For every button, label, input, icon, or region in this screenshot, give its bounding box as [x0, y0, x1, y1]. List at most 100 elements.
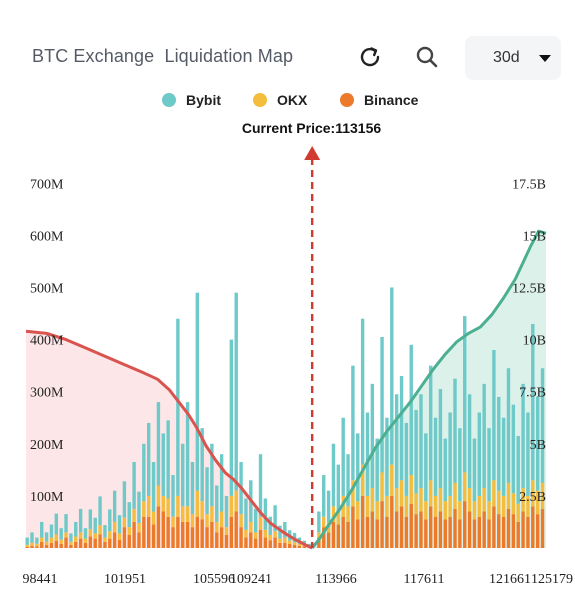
bar-segment-okx [448, 495, 452, 517]
bar-segment-bybit [166, 420, 170, 499]
bar-segment-bybit [482, 383, 486, 489]
bar-segment-binance [78, 538, 83, 548]
bar-segment-binance [263, 537, 268, 548]
bar-segment-binance [234, 511, 238, 548]
left-axis-tick-label: 700M [30, 177, 64, 192]
bar-segment-okx [317, 532, 321, 538]
bar-segment-binance [482, 511, 486, 548]
bar-segment-binance [477, 516, 482, 548]
bar-segment-okx [103, 537, 107, 542]
bar-segment-bybit [360, 318, 365, 465]
bar-segment-binance [472, 519, 477, 548]
bar-segment-binance [117, 539, 122, 548]
bar-segment-binance [35, 546, 39, 548]
bar-segment-bybit [511, 404, 516, 494]
bar-segment-bybit [433, 417, 438, 496]
bar-segment-binance [273, 537, 277, 548]
bar-segment-binance [166, 516, 170, 548]
x-axis-tick-label: 113966 [315, 572, 356, 587]
bar-segment-binance [195, 516, 200, 548]
bar-segment-okx [370, 488, 375, 512]
bar-segment-binance [59, 543, 63, 548]
bar-segment-bybit [263, 498, 268, 530]
legend-label-binance: Binance [364, 92, 419, 108]
search-button[interactable] [410, 40, 444, 74]
short-cumulative-line [25, 329, 313, 550]
bar-segment-binance [424, 519, 428, 548]
legend-item-bybit[interactable]: Bybit [162, 92, 221, 108]
bar-segment-okx [351, 480, 355, 507]
bar-segment-okx [137, 522, 141, 533]
liquidation-chart: 700M 600M 500M 400M 300M 200M 100M 17.5B 15B 12.… [23, 146, 573, 587]
bar-segment-bybit [458, 428, 462, 502]
bar-segment-bybit [346, 454, 350, 507]
bar-segment-bybit [147, 422, 151, 496]
bar-segment-okx [283, 537, 287, 543]
bar-segment-okx [399, 480, 404, 507]
bar-segment-okx [404, 495, 409, 517]
bar-segment-bybit [540, 368, 545, 483]
bar-segment-okx [166, 498, 170, 517]
x-axis-tick-label: 101951 [104, 572, 146, 587]
bar-segment-okx [268, 534, 272, 541]
legend-item-binance[interactable]: Binance [340, 92, 418, 108]
bar-segment-okx [511, 493, 516, 515]
bar-segment-bybit [83, 528, 88, 539]
bar-segment-bybit [103, 525, 107, 538]
bar-segment-bybit [331, 443, 336, 507]
bar-segment-bybit [521, 383, 525, 489]
x-axis-tick-label: 98441 [23, 572, 58, 587]
bar-segment-bybit [215, 485, 219, 522]
bar-segment-binance [535, 514, 540, 548]
bar-segment-okx [59, 539, 63, 544]
bar-segment-bybit [161, 433, 165, 496]
bar-segment-okx [433, 495, 438, 517]
bar-segment-okx [25, 544, 29, 547]
bar-segment-binance [390, 495, 394, 548]
bar-segment-okx [263, 529, 268, 538]
time-range-select[interactable]: 30d [465, 36, 561, 80]
bar-segment-bybit [132, 462, 136, 509]
bar-segment-binance [185, 521, 190, 548]
bar-segment-bybit [234, 292, 238, 491]
bar-segment-okx [322, 516, 326, 528]
bar-segment-binance [409, 503, 413, 548]
bar-segment-okx [497, 490, 501, 515]
bar-segment-binance [336, 524, 341, 548]
bar-segment-binance [322, 527, 326, 548]
refresh-icon [360, 47, 380, 67]
bar-segment-binance [132, 521, 136, 548]
right-axis-tick-label: 7.5B [519, 386, 546, 401]
bar-segment-bybit [453, 378, 457, 483]
bar-segment-bybit [404, 422, 409, 496]
bar-segment-bybit [93, 517, 97, 534]
bar-segment-bybit [88, 509, 93, 530]
bar-segment-bybit [385, 417, 389, 496]
bar-segment-okx [467, 488, 472, 512]
refresh-button[interactable] [353, 40, 387, 74]
bar-segment-bybit [341, 417, 345, 496]
bar-segment-binance [341, 516, 345, 548]
bar-segment-bybit [370, 383, 375, 489]
bar-segment-bybit [443, 438, 447, 502]
bar-segment-binance [122, 527, 127, 548]
current-price-marker [304, 146, 321, 548]
bar-segment-okx [215, 521, 219, 533]
bar-segment-bybit [278, 525, 282, 539]
bar-segment-okx [288, 540, 292, 544]
bar-segment-binance [463, 501, 467, 548]
bar-segment-okx [64, 532, 68, 538]
bar-segment-binance [103, 541, 107, 548]
bar-segment-bybit [419, 394, 423, 489]
bar-segment-bybit [497, 396, 501, 491]
header: BTC Exchange Liquidation Map 30d [0, 0, 575, 90]
bar-segment-bybit [156, 402, 161, 486]
legend-item-okx[interactable]: OKX [253, 92, 307, 108]
x-axis-tick-label: 105596 [193, 572, 235, 587]
bar-segment-bybit [171, 475, 175, 517]
bar-segment-bybit [492, 350, 496, 481]
bar-segment-okx [438, 488, 443, 512]
bar-segment-okx [346, 506, 350, 522]
bar-segment-okx [171, 516, 175, 528]
bar-segment-binance [511, 514, 516, 548]
